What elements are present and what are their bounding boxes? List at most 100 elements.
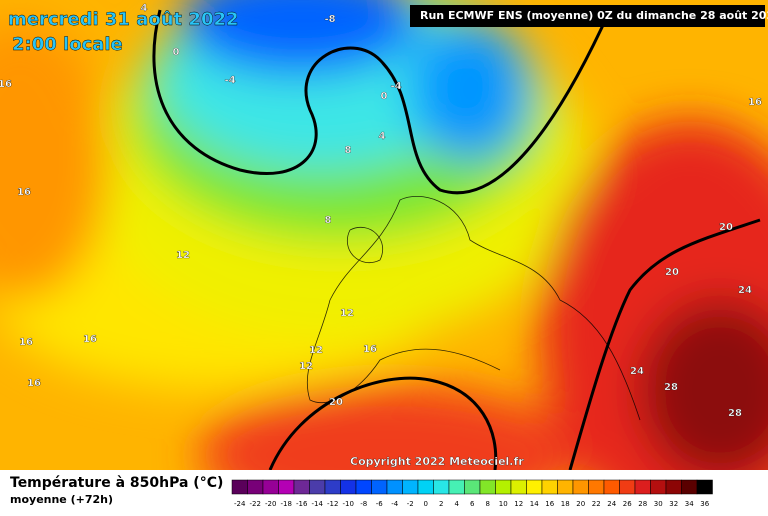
contour-label: 4	[379, 131, 386, 142]
legend-swatch	[634, 479, 651, 495]
legend-swatch	[495, 479, 512, 495]
legend-tick-label: -24	[234, 500, 246, 508]
coastlines	[306, 196, 641, 421]
contour-label: 16	[17, 187, 31, 198]
legend-swatch	[603, 479, 620, 495]
footer-title: Température à 850hPa (°C)	[10, 475, 223, 491]
legend-swatch	[231, 479, 248, 495]
legend-tick-label: 4	[455, 500, 460, 508]
legend-tick-label: -2	[407, 500, 414, 508]
contour-label: 4	[141, 3, 148, 14]
legend-tick-label: 10	[499, 500, 508, 508]
legend-tick-label: 6	[470, 500, 475, 508]
contour-label: 20	[329, 397, 343, 408]
legend-tick-label: 12	[514, 500, 523, 508]
legend-swatch	[247, 479, 264, 495]
legend-swatch	[588, 479, 605, 495]
contour-label: 28	[728, 408, 742, 419]
legend-tick-label: -20	[265, 500, 276, 508]
legend-tick-label: 14	[530, 500, 539, 508]
contour-label: 28	[664, 382, 678, 393]
legend-tick-label: 0	[424, 500, 428, 508]
color-legend: -24 -22 -20 -18 -16 -14 -12 -10 -8 -6 -4 -2 0 2 4 6 8 10 1…	[231, 479, 713, 508]
legend-swatch	[386, 479, 403, 495]
legend-tick-label: -16	[296, 500, 308, 508]
legend-tick-label: 2	[439, 500, 443, 508]
footer-subtitle: moyenne (+72h)	[10, 493, 113, 506]
contour-label: 20	[665, 267, 679, 278]
contour-label: 16	[748, 97, 762, 108]
isotherms	[152, 9, 761, 470]
legend-swatch	[665, 479, 682, 495]
legend-tick-label: 34	[685, 500, 694, 508]
run-info: Run ECMWF ENS (moyenne) 0Z du dimanche 2…	[420, 9, 768, 22]
legend-tick-label: 16	[545, 500, 554, 508]
legend-swatch	[278, 479, 295, 495]
legend-swatch	[557, 479, 574, 495]
contour-label: -8	[324, 14, 335, 25]
legend-swatch	[355, 479, 372, 495]
contour-label: 12	[309, 345, 323, 356]
legend-swatch	[262, 479, 279, 495]
contour-label: 24	[630, 366, 644, 377]
legend-swatch	[340, 479, 357, 495]
legend-tick-label: 18	[561, 500, 570, 508]
legend-tick-label: 8	[486, 500, 490, 508]
legend-tick-label: 20	[576, 500, 585, 508]
legend-tick-label: 26	[623, 500, 632, 508]
contour-label: -4	[390, 81, 401, 92]
legend-tick-label: -18	[281, 500, 292, 508]
legend-swatch	[371, 479, 388, 495]
legend-tick-label: 28	[638, 500, 647, 508]
legend-swatch	[293, 479, 310, 495]
legend-swatch	[696, 479, 713, 495]
legend-tick-label: -8	[360, 500, 367, 508]
legend-swatch	[526, 479, 543, 495]
contour-label: -4	[224, 75, 235, 86]
contour-label: 12	[176, 250, 190, 261]
contour-label: 16	[19, 337, 33, 348]
legend-tick-label: -6	[376, 500, 384, 508]
contour-label: 16	[83, 334, 97, 345]
legend-swatch	[650, 479, 667, 495]
legend-tick-label: 24	[607, 500, 616, 508]
legend-tick-label: -12	[327, 500, 338, 508]
legend-tick-label: -4	[391, 500, 399, 508]
legend-swatch	[681, 479, 698, 495]
date: mercredi 31 août 2022	[8, 9, 239, 30]
copyright: Copyright 2022 Meteociel.fr	[350, 455, 524, 468]
contour-label: 16	[363, 344, 377, 355]
legend-swatch	[324, 479, 341, 495]
contour-label: 16	[27, 378, 41, 389]
contour-label: 8	[345, 145, 352, 156]
legend-tick-label: 32	[669, 500, 678, 508]
time: 2:00 locale	[12, 34, 123, 55]
contour-label: 20	[719, 222, 733, 233]
run-box	[410, 5, 765, 27]
legend-tick-label: 30	[654, 500, 663, 508]
legend-swatch	[464, 479, 481, 495]
legend-swatch	[417, 479, 434, 495]
legend-tick-label: 36	[700, 500, 709, 508]
legend-swatch	[448, 479, 465, 495]
legend-swatch	[479, 479, 496, 495]
legend-tick-label: -22	[250, 500, 261, 508]
contour-label: 16	[0, 79, 12, 90]
contour-label: 0	[381, 91, 388, 102]
legend-swatch	[541, 479, 558, 495]
contour-label: 24	[738, 285, 752, 296]
legend-swatch	[572, 479, 589, 495]
legend-swatch	[510, 479, 527, 495]
legend-swatch	[433, 479, 450, 495]
contour-label: 8	[325, 215, 332, 226]
legend-swatch	[309, 479, 326, 495]
legend-tick-label: -14	[312, 500, 324, 508]
legend-tick-label: 22	[592, 500, 601, 508]
contour-label: 12	[299, 361, 313, 372]
legend-swatch	[402, 479, 419, 495]
contour-label: 12	[340, 308, 354, 319]
